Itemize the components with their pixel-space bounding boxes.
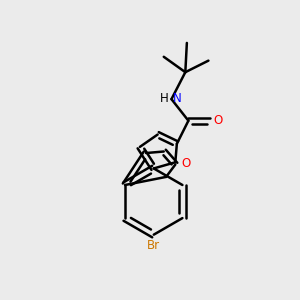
Text: O: O (214, 114, 223, 127)
Text: N: N (173, 92, 182, 105)
Text: Br: Br (147, 238, 160, 251)
Text: O: O (182, 157, 191, 170)
Text: H: H (160, 92, 168, 105)
